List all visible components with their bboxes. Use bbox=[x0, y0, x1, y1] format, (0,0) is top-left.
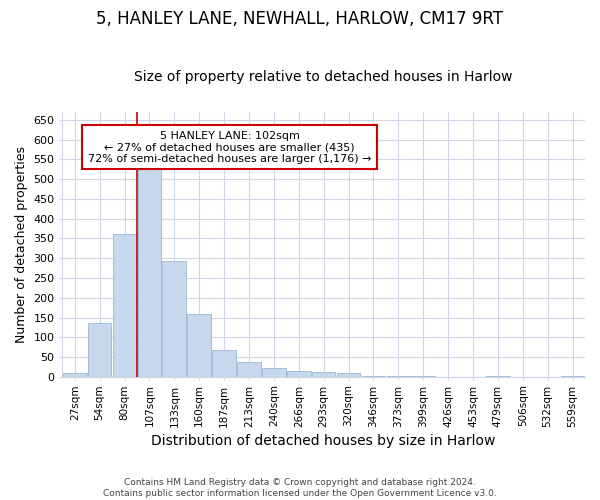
Bar bbox=[212, 350, 236, 377]
Bar bbox=[412, 376, 435, 377]
Bar bbox=[63, 373, 86, 377]
Bar bbox=[386, 376, 410, 377]
Bar bbox=[312, 372, 335, 377]
Text: 5 HANLEY LANE: 102sqm
← 27% of detached houses are smaller (435)
72% of semi-det: 5 HANLEY LANE: 102sqm ← 27% of detached … bbox=[88, 130, 371, 164]
Bar bbox=[262, 368, 286, 377]
Text: 5, HANLEY LANE, NEWHALL, HARLOW, CM17 9RT: 5, HANLEY LANE, NEWHALL, HARLOW, CM17 9R… bbox=[97, 10, 503, 28]
Bar bbox=[561, 376, 584, 377]
Bar bbox=[137, 164, 161, 377]
Bar bbox=[187, 314, 211, 377]
X-axis label: Distribution of detached houses by size in Harlow: Distribution of detached houses by size … bbox=[151, 434, 496, 448]
Bar bbox=[88, 324, 112, 377]
Bar bbox=[337, 373, 361, 377]
Bar bbox=[237, 362, 261, 377]
Bar bbox=[163, 262, 186, 377]
Bar bbox=[362, 376, 385, 377]
Title: Size of property relative to detached houses in Harlow: Size of property relative to detached ho… bbox=[134, 70, 513, 85]
Bar bbox=[486, 376, 510, 377]
Y-axis label: Number of detached properties: Number of detached properties bbox=[15, 146, 28, 343]
Bar bbox=[113, 234, 136, 377]
Text: Contains HM Land Registry data © Crown copyright and database right 2024.
Contai: Contains HM Land Registry data © Crown c… bbox=[103, 478, 497, 498]
Bar bbox=[287, 371, 311, 377]
